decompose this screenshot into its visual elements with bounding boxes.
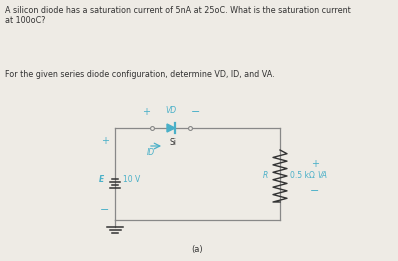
Text: R: R bbox=[263, 171, 268, 181]
Text: +: + bbox=[101, 136, 109, 146]
Text: −: − bbox=[310, 186, 320, 196]
Text: at 100oC?: at 100oC? bbox=[5, 16, 45, 25]
Text: A silicon diode has a saturation current of 5nA at 25oC. What is the saturation : A silicon diode has a saturation current… bbox=[5, 6, 351, 15]
Text: −: − bbox=[100, 205, 110, 215]
Text: +: + bbox=[311, 159, 319, 169]
Text: −: − bbox=[191, 107, 201, 117]
Text: For the given series diode configuration, determine VD, ID, and VA.: For the given series diode configuration… bbox=[5, 70, 275, 79]
Text: E: E bbox=[98, 175, 103, 185]
Text: +: + bbox=[142, 107, 150, 117]
Text: ID: ID bbox=[147, 148, 155, 157]
Text: VD: VD bbox=[166, 106, 177, 115]
Text: Si: Si bbox=[170, 138, 176, 147]
Text: VA: VA bbox=[317, 171, 327, 181]
Text: (a): (a) bbox=[192, 245, 203, 254]
Text: 10 V: 10 V bbox=[123, 175, 140, 185]
Text: 0.5 kΩ: 0.5 kΩ bbox=[290, 171, 315, 181]
Polygon shape bbox=[167, 124, 175, 132]
